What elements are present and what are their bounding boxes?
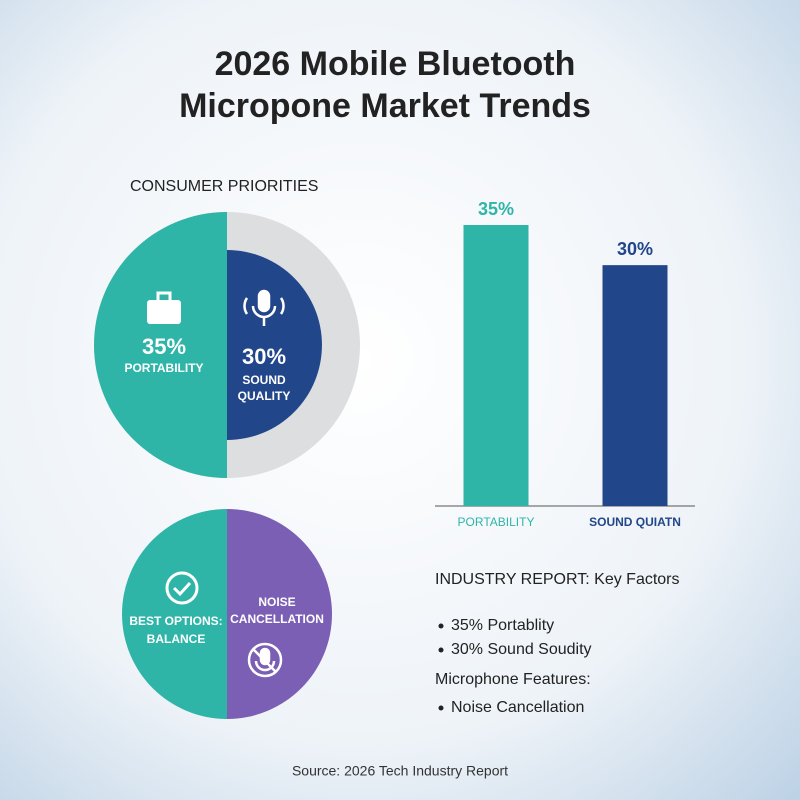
mute-mic-icon bbox=[247, 642, 283, 678]
bullet bbox=[438, 623, 444, 629]
bullet bbox=[438, 647, 444, 653]
briefcase-icon bbox=[147, 291, 181, 324]
bar-chart: 35% PORTABILITY 30% SOUND QUIATN bbox=[458, 199, 681, 529]
category-label: SOUND QUIATN bbox=[589, 515, 681, 529]
report-heading: INDUSTRY REPORT: Key Factors bbox=[435, 571, 680, 588]
value-label: 35% bbox=[478, 199, 514, 219]
bullet-text: 35% Portablity bbox=[451, 617, 554, 634]
bar bbox=[463, 225, 529, 506]
title: 2026 Mobile Bluetooth bbox=[215, 45, 576, 83]
section-heading: CONSUMER PRIORITIES bbox=[130, 178, 318, 195]
category-label: PORTABILITY bbox=[458, 515, 535, 529]
bullet-text: Noise Cancellation bbox=[451, 699, 584, 716]
feature-label: BEST OPTIONS: bbox=[129, 614, 222, 628]
feature-label: NOISE bbox=[258, 595, 295, 609]
bullet-text: 30% Sound Soudity bbox=[451, 641, 592, 658]
portability-label: PORTABILITY bbox=[124, 361, 203, 375]
sound-value: 30% bbox=[242, 344, 286, 369]
report: 35% Portablity 30% Sound Soudity Microphon… bbox=[435, 617, 592, 716]
feature-label: BALANCE bbox=[147, 632, 206, 646]
sound-label: SOUND bbox=[242, 373, 286, 387]
value-label: 30% bbox=[617, 239, 653, 259]
sound-label: QUALITY bbox=[238, 389, 291, 403]
portability-half bbox=[94, 212, 227, 478]
sound-half bbox=[227, 250, 322, 440]
bullet bbox=[438, 705, 444, 711]
check-icon bbox=[165, 571, 199, 605]
bar bbox=[602, 265, 668, 506]
source: Source: 2026 Tech Industry Report bbox=[292, 763, 508, 779]
report-subheading: Microphone Features: bbox=[435, 671, 591, 688]
portability-value: 35% bbox=[142, 334, 186, 359]
balance-half bbox=[122, 509, 227, 719]
title: Micropone Market Trends bbox=[179, 87, 591, 125]
mic-icon bbox=[243, 289, 285, 326]
noise-half bbox=[227, 509, 332, 719]
feature-label: CANCELLATION bbox=[230, 612, 324, 626]
